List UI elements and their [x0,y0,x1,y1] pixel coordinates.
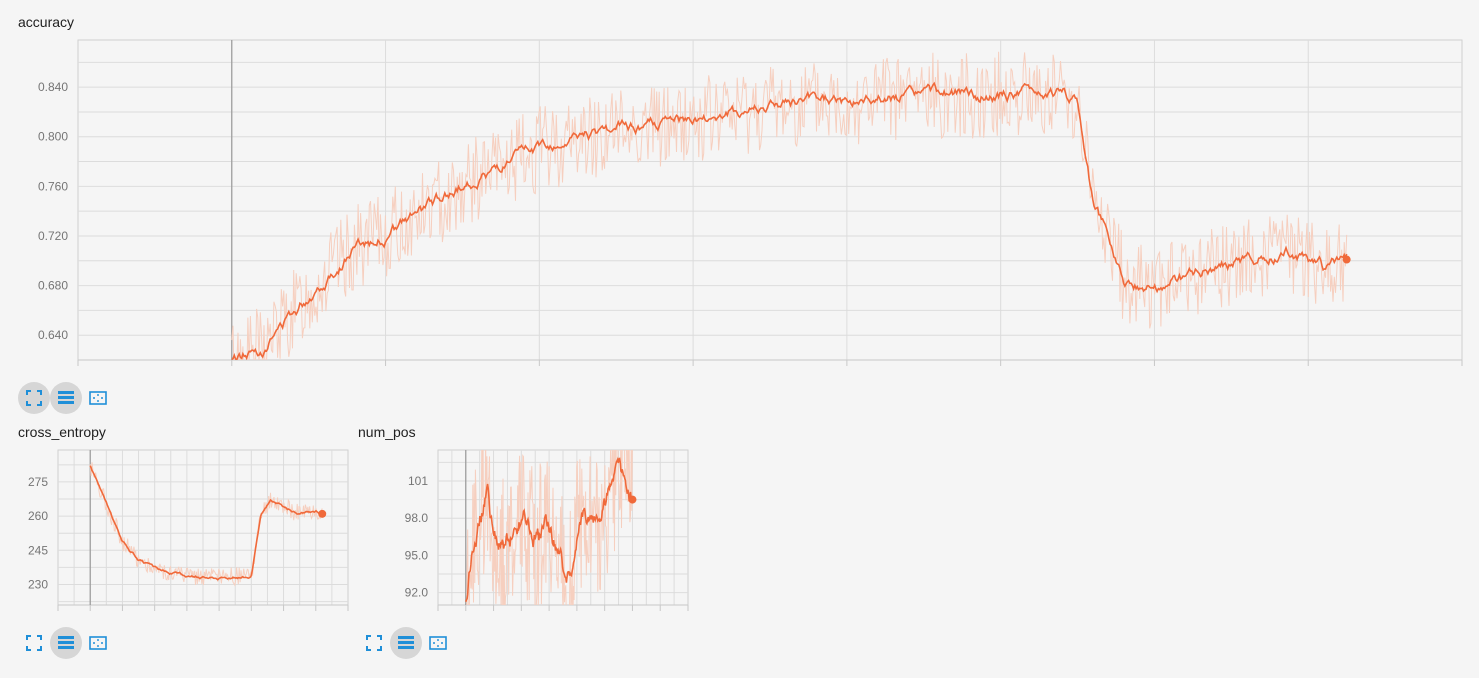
fit-domain-icon [429,636,447,650]
y-tick-label: 0.840 [38,80,68,94]
data-table-button[interactable] [50,627,82,659]
y-tick-label: 275 [28,475,48,489]
data-table-button[interactable] [390,627,422,659]
chart-title: num_pos [358,424,416,440]
y-tick-label: 260 [28,509,48,523]
y-tick-label: 0.760 [38,179,68,193]
chart-toolbar [18,382,114,414]
expand-icon [26,390,42,406]
num-pos-card: num_pos 92.0 95.0 98.0 101 [340,420,700,678]
expand-button[interactable] [358,627,390,659]
chart-toolbar [18,627,114,659]
fit-domain-button[interactable] [82,382,114,414]
y-tick-label: 0.720 [38,229,68,243]
data-table-icon [58,636,74,649]
cross-entropy-card: cross_entropy 230 245 260 275 [0,420,350,678]
raw-series-line [466,450,633,605]
chart-title: cross_entropy [18,424,106,440]
last-point-marker[interactable] [1342,255,1351,264]
smoothed-series-line [465,456,634,602]
raw-series-line [231,51,1348,360]
last-point-marker[interactable] [628,495,637,504]
expand-icon [366,635,382,651]
cross-entropy-plot[interactable]: 230 245 260 275 [0,420,350,620]
chart-title: accuracy [18,14,75,30]
smoothed-series-line [89,465,323,581]
expand-button[interactable] [18,627,50,659]
fit-domain-icon [89,391,107,405]
accuracy-card: accuracy 0.640 0.680 0.720 0.760 0.800 0.840 [0,0,1479,414]
chart-toolbar [358,627,454,659]
data-table-icon [398,636,414,649]
smoothed-series-line [231,81,1348,360]
fit-domain-button[interactable] [82,627,114,659]
y-tick-label: 245 [28,543,48,557]
y-tick-label: 101 [408,474,428,488]
fit-domain-button[interactable] [422,627,454,659]
y-tick-label: 0.640 [38,328,68,342]
y-tick-label: 98.0 [405,511,429,525]
y-tick-label: 95.0 [405,548,429,562]
data-table-icon [58,391,74,404]
y-tick-label: 0.800 [38,130,68,144]
fit-domain-icon [89,636,107,650]
last-point-marker[interactable] [318,509,327,518]
y-tick-label: 92.0 [405,586,429,600]
data-table-button[interactable] [50,382,82,414]
y-tick-label: 230 [28,577,48,591]
accuracy-plot[interactable]: 0.640 0.680 0.720 0.760 0.800 0.840 [0,0,1479,370]
y-tick-label: 0.680 [38,279,68,293]
num-pos-plot[interactable]: 92.0 95.0 98.0 101 [340,420,700,620]
expand-icon [26,635,42,651]
expand-button[interactable] [18,382,50,414]
